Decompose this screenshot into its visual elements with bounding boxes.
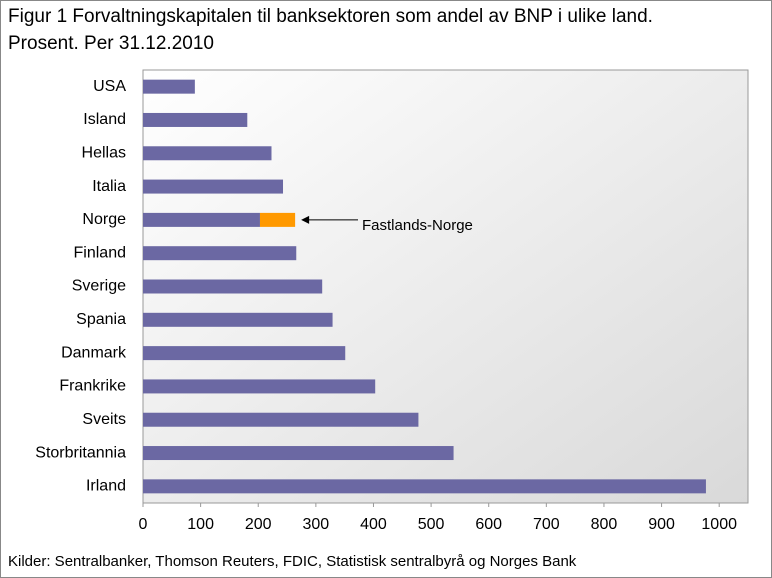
source: Kilder: Sentralbanker, Thomson Reuters, … [8,553,577,570]
y-tick-label: Storbritannia [35,444,126,461]
y-tick-label: Island [83,111,126,128]
bar [143,479,706,494]
annotation-arrowhead [301,215,310,224]
bar [143,412,419,427]
y-tick-label: Finland [74,244,126,261]
chart-subtitle: Prosent. Per 31.12.2010 [8,33,214,54]
y-tick-label: Irland [86,478,126,495]
x-tick-label: 400 [360,516,387,533]
bar [259,212,296,227]
bar [143,346,346,361]
x-tick-label: 800 [591,516,618,533]
y-tick-label: Norge [82,211,126,228]
y-tick-label: Hellas [82,144,126,161]
bar [143,212,260,227]
y-tick-label: Frankrike [59,378,126,395]
x-tick-label: 300 [303,516,330,533]
y-tick-label: Sveits [82,411,126,428]
x-tick-label: 100 [187,516,214,533]
x-tick-label: 700 [533,516,560,533]
y-tick-label: Sverige [72,278,126,295]
bar [143,379,376,394]
bar [143,446,454,461]
y-tick-label: Spania [76,311,126,328]
chart-title: Figur 1 Forvaltningskapitalen til bankse… [8,6,653,27]
annotation: Fastlands-Norge [362,217,473,234]
y-tick-label: Danmark [61,344,127,361]
bar [143,312,333,327]
bar [143,179,284,194]
bar [143,246,297,261]
bar [143,146,272,161]
x-tick-label: 600 [475,516,502,533]
x-tick-label: 200 [245,516,272,533]
bar [143,79,195,94]
bar [143,112,248,127]
bar [143,279,323,294]
y-tick-label: USA [93,78,126,95]
x-tick-label: 500 [418,516,445,533]
x-tick-label: 900 [648,516,675,533]
x-tick-label: 1000 [701,516,737,533]
y-tick-label: Italia [92,178,126,195]
x-tick-label: 0 [139,516,148,533]
